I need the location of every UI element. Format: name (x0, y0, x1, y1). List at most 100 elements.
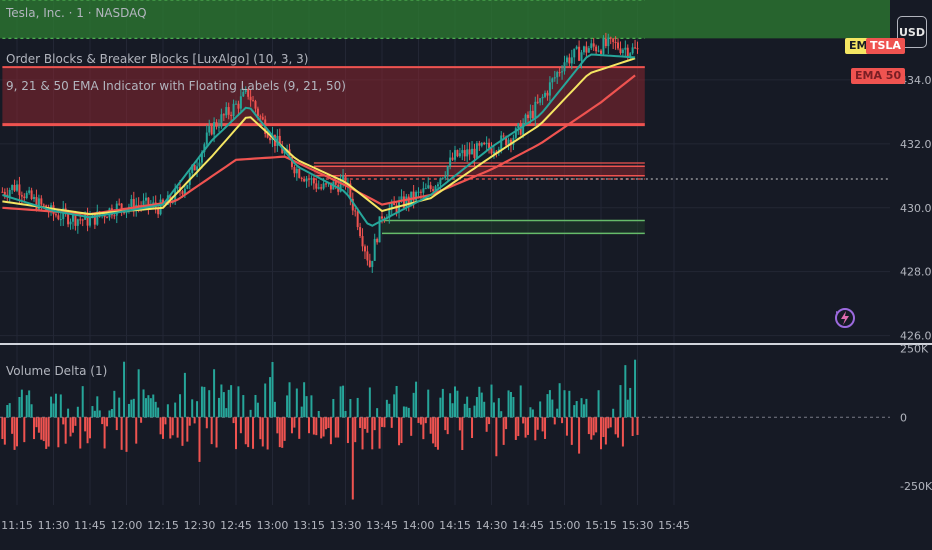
candle-body (505, 136, 508, 146)
volume-delta-bar (242, 395, 245, 418)
volume-delta-bar (417, 417, 420, 423)
candle-body (8, 190, 11, 197)
volume-delta-bar (254, 394, 257, 418)
symbol-legend[interactable]: Tesla, Inc. · 1 · NASDAQ (6, 6, 147, 20)
indicator-legend-ema[interactable]: 9, 21 & 50 EMA Indicator with Floating L… (6, 79, 346, 93)
price-axis-label: 432.00 (900, 138, 932, 151)
candle-body (30, 190, 33, 200)
candle-body (28, 190, 31, 193)
volume-delta-bar (103, 417, 106, 449)
candle-body (230, 114, 233, 116)
volume-delta-bar (256, 402, 259, 418)
candle-body (480, 142, 483, 146)
volume-delta-bar (378, 417, 381, 449)
tradingview-lightning-icon[interactable] (833, 306, 857, 330)
candle-body (40, 198, 43, 205)
volume-delta-bar (388, 403, 391, 418)
volume-delta-bar (441, 388, 444, 418)
candle-body (582, 46, 585, 53)
volume-delta-bar (264, 383, 267, 418)
candle-body (376, 238, 379, 243)
volume-delta-bar (196, 401, 199, 418)
volume-delta-bar (205, 417, 208, 429)
volume-delta-bar (293, 417, 296, 428)
candle-body (553, 77, 556, 79)
volume-delta-bar (208, 390, 211, 418)
volume-delta-bar (232, 417, 235, 424)
candle-body (629, 53, 632, 57)
candle-body (106, 217, 109, 219)
candle-body (592, 43, 595, 47)
time-axis-label: 12:00 (111, 519, 143, 532)
candle-body (602, 38, 605, 54)
volume-delta-bar (524, 417, 527, 438)
volume-delta-bar (609, 417, 612, 428)
volume-delta-bar (210, 417, 213, 445)
volume-delta-bar (120, 417, 123, 450)
volume-delta-bar (305, 396, 308, 418)
candle-body (436, 184, 439, 187)
candle-body (527, 114, 529, 119)
volume-delta-bar (612, 408, 615, 418)
candle-body (349, 183, 352, 199)
candle-body (570, 57, 573, 64)
volume-delta-bar (283, 417, 286, 441)
volume-delta-bar (597, 390, 600, 418)
bullish-breaker-block (0, 0, 890, 39)
time-axis-label: 14:30 (476, 519, 508, 532)
indicator-legend-order-blocks[interactable]: Order Blocks & Breaker Blocks [LuxAlgo] … (6, 52, 309, 66)
candle-body (529, 110, 532, 119)
volume-delta-bar (590, 417, 593, 440)
volume-delta-bar (33, 417, 36, 440)
volume-delta-bar (624, 365, 627, 418)
volume-delta-bar (592, 417, 595, 436)
volume-delta-bar (237, 386, 240, 418)
volume-delta-bar (497, 398, 500, 418)
candle-body (449, 157, 452, 167)
bearish-order-block (313, 166, 645, 176)
volume-delta-bar (106, 417, 109, 427)
candle-body (536, 101, 539, 103)
candle-body (400, 196, 403, 202)
time-axis-label: 13:45 (366, 519, 398, 532)
volume-delta-bar (400, 417, 403, 444)
volume-delta-bar (67, 408, 70, 418)
volume-delta-bar (604, 417, 607, 445)
candle-body (320, 187, 323, 189)
volume-delta-bar (466, 396, 469, 418)
volume-delta-bar (329, 417, 332, 445)
volume-delta-bar (174, 402, 177, 418)
volume-delta-bar (561, 417, 564, 424)
volume-delta-bar (98, 410, 101, 418)
volume-delta-bar (548, 390, 551, 418)
price-axis-label: 426.00 (900, 330, 932, 343)
volume-delta-legend[interactable]: Volume Delta (1) (6, 364, 108, 378)
volume-delta-bar (308, 417, 310, 434)
candle-body (600, 50, 602, 54)
volume-delta-bar (8, 403, 11, 418)
volume-delta-bar (271, 361, 274, 418)
volume-delta-bar (300, 406, 303, 418)
volume-delta-bar (578, 417, 581, 454)
volume-delta-bar (18, 396, 21, 418)
volume-delta-bar (45, 417, 48, 449)
volume-delta-bar (320, 417, 323, 439)
volume-delta-bar (600, 417, 602, 450)
candle-body (342, 175, 345, 181)
candle-body (412, 191, 415, 201)
volume-delta-bar (346, 417, 349, 444)
candle-body (67, 212, 70, 225)
volume-delta-bar (159, 417, 162, 435)
volume-delta-bar (152, 394, 155, 418)
candle-body (444, 175, 447, 178)
candle-body (315, 183, 318, 189)
candle-body (183, 188, 186, 194)
volume-delta-bar (512, 397, 515, 418)
candle-body (317, 187, 320, 189)
volume-delta-bar (405, 406, 408, 418)
candle-body (587, 48, 590, 53)
volume-delta-bar (179, 394, 182, 418)
candle-body (578, 46, 581, 61)
candle-body (62, 208, 65, 220)
